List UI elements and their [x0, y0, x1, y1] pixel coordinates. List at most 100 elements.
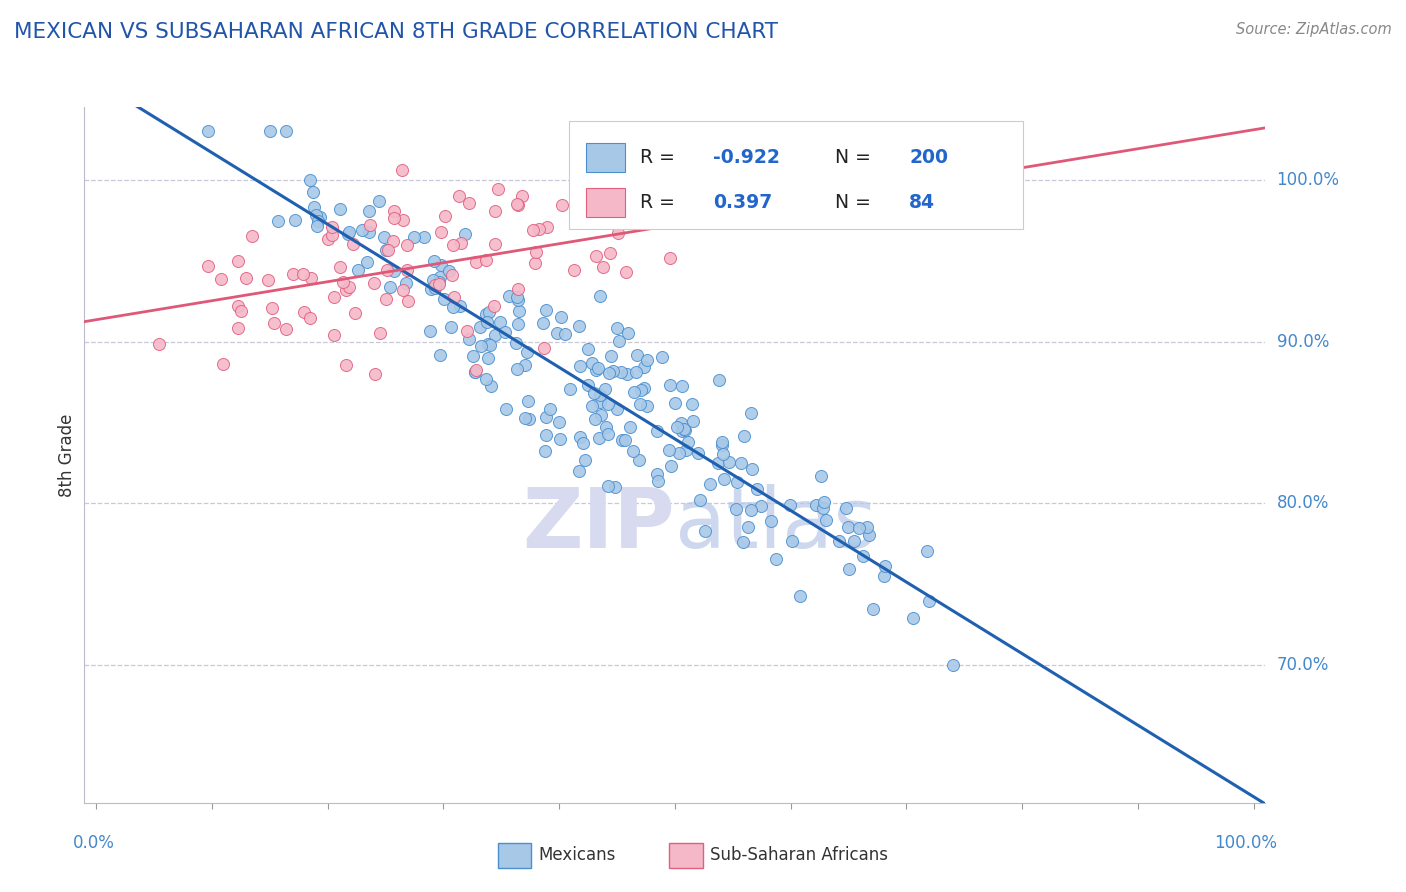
- Point: [283, 267, 305, 281]
- Point: [498, 289, 520, 303]
- Point: [464, 255, 486, 269]
- Point: [420, 282, 443, 296]
- Point: [458, 332, 481, 346]
- Point: [585, 249, 607, 263]
- Point: [598, 366, 620, 380]
- Point: [302, 200, 325, 214]
- Point: [453, 227, 475, 241]
- Point: [607, 334, 630, 348]
- Point: [478, 338, 501, 352]
- Point: [359, 218, 381, 232]
- Point: [240, 229, 263, 244]
- Point: [533, 443, 555, 458]
- Point: [508, 317, 530, 331]
- Point: [673, 423, 696, 437]
- Point: [464, 365, 486, 379]
- Point: [551, 198, 574, 212]
- Text: ZIP: ZIP: [523, 484, 675, 565]
- Point: [321, 220, 343, 235]
- Text: 100.0%: 100.0%: [1215, 834, 1277, 852]
- Point: [322, 290, 344, 304]
- Point: [730, 457, 752, 471]
- Point: [717, 455, 740, 469]
- Point: [305, 219, 328, 234]
- Point: [576, 343, 599, 357]
- Point: [494, 325, 516, 339]
- Point: [761, 514, 783, 528]
- Point: [585, 363, 607, 377]
- Point: [506, 362, 529, 376]
- Point: [298, 310, 321, 325]
- Point: [299, 173, 322, 187]
- Point: [586, 361, 609, 376]
- Point: [377, 243, 399, 257]
- Point: [523, 255, 546, 269]
- Point: [780, 534, 803, 549]
- Point: [375, 244, 398, 258]
- Point: [534, 428, 557, 442]
- Point: [614, 433, 637, 447]
- Point: [318, 232, 340, 246]
- Point: [540, 401, 562, 416]
- Point: [522, 223, 544, 237]
- Point: [356, 254, 378, 268]
- Point: [342, 236, 364, 251]
- Point: [335, 358, 357, 372]
- Point: [740, 503, 762, 517]
- Point: [669, 417, 692, 431]
- Point: [707, 457, 730, 471]
- Point: [592, 260, 614, 275]
- Point: [624, 365, 647, 379]
- Point: [513, 358, 536, 372]
- Point: [917, 544, 939, 558]
- Point: [813, 501, 835, 516]
- Point: [658, 442, 681, 457]
- Point: [599, 246, 621, 260]
- Point: [148, 337, 170, 351]
- Point: [382, 264, 405, 278]
- Point: [574, 452, 596, 467]
- Point: [209, 272, 232, 286]
- Point: [571, 175, 593, 189]
- Point: [440, 268, 463, 282]
- Point: [402, 230, 425, 244]
- Point: [495, 401, 517, 416]
- Point: [533, 341, 555, 355]
- Point: [852, 549, 875, 564]
- Point: [422, 273, 444, 287]
- Point: [636, 399, 658, 413]
- Point: [689, 492, 711, 507]
- Point: [856, 520, 879, 534]
- Point: [582, 385, 605, 400]
- Point: [842, 534, 865, 549]
- Point: [235, 271, 257, 285]
- Point: [529, 221, 551, 235]
- Text: 90.0%: 90.0%: [1277, 333, 1329, 351]
- Point: [336, 227, 359, 241]
- Point: [391, 283, 413, 297]
- Point: [484, 237, 506, 252]
- Point: [562, 263, 585, 277]
- Point: [630, 383, 652, 397]
- Point: [658, 378, 681, 392]
- Point: [425, 280, 447, 294]
- Point: [450, 235, 472, 250]
- FancyBboxPatch shape: [586, 187, 624, 217]
- Point: [727, 475, 749, 489]
- Point: [581, 399, 603, 413]
- Point: [427, 277, 450, 291]
- Point: [595, 420, 617, 434]
- Point: [583, 412, 606, 426]
- Point: [621, 444, 644, 458]
- Point: [576, 378, 599, 392]
- Point: [486, 182, 509, 196]
- Point: [606, 402, 628, 417]
- Point: [581, 356, 603, 370]
- Point: [531, 316, 554, 330]
- Point: [617, 326, 640, 340]
- Point: [212, 357, 235, 371]
- Point: [267, 214, 290, 228]
- Point: [651, 350, 673, 364]
- Point: [197, 259, 219, 273]
- Point: [517, 411, 540, 425]
